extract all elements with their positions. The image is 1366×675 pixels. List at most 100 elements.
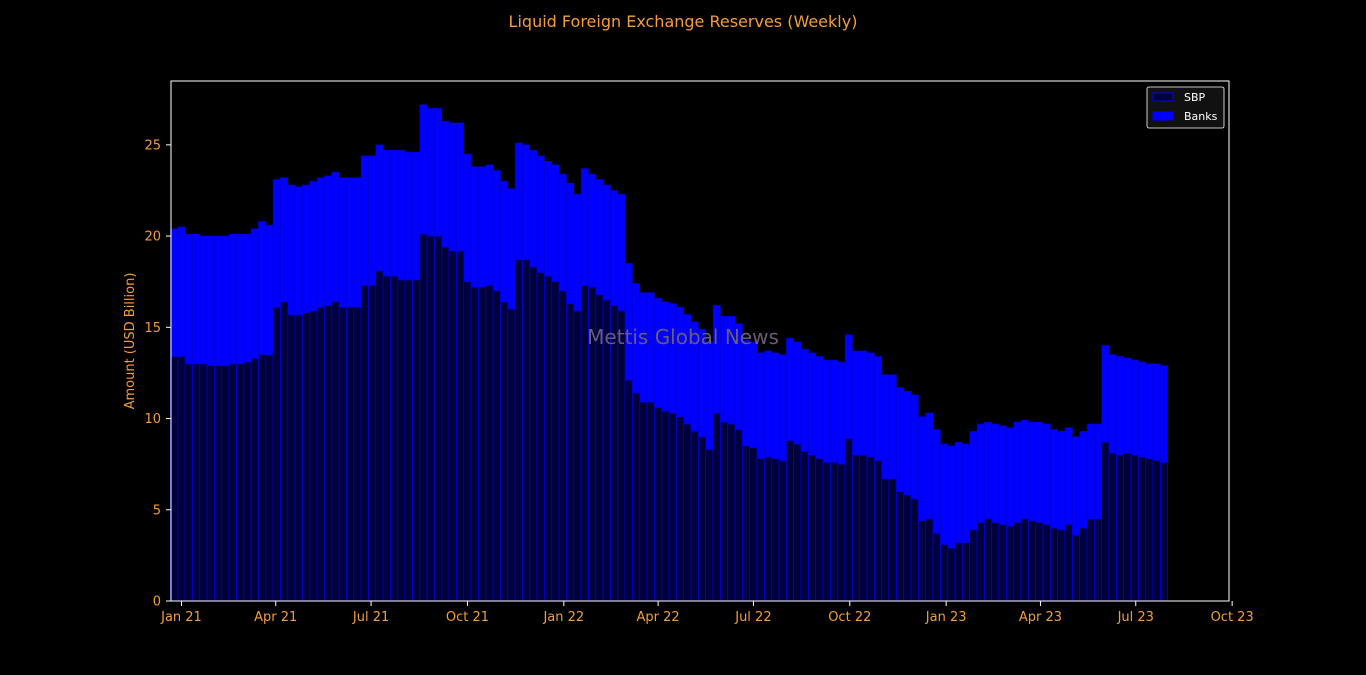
bar-banks — [404, 151, 413, 281]
bar-sbp — [866, 456, 875, 602]
bar-banks — [786, 337, 795, 441]
bar-sbp — [382, 275, 391, 602]
x-tick-label: Jan 21 — [160, 610, 202, 625]
bar-banks — [932, 429, 941, 534]
bar-banks — [368, 155, 377, 286]
bar-sbp — [485, 285, 494, 602]
bar-banks — [1057, 431, 1066, 531]
bar-banks — [448, 122, 457, 251]
bar-banks — [1108, 354, 1117, 454]
bar-banks — [1013, 421, 1022, 523]
bar-sbp — [1108, 452, 1117, 602]
bar-banks — [382, 150, 391, 277]
bar-sbp — [346, 306, 355, 602]
bar-sbp — [617, 310, 626, 602]
bar-sbp — [1152, 460, 1161, 602]
bar-sbp — [632, 392, 641, 602]
bar-sbp — [734, 429, 743, 602]
bar-sbp — [514, 259, 523, 602]
bar-banks — [1086, 423, 1095, 520]
x-tick-label: Apr 21 — [254, 610, 297, 625]
bar-sbp — [976, 522, 985, 602]
y-axis: 0 5 10 15 20 25 — [144, 138, 171, 610]
x-tick-label: Jan 23 — [925, 610, 967, 625]
bar-banks — [837, 361, 846, 465]
plot-area-frame — [170, 80, 1230, 602]
bar-sbp — [331, 301, 340, 602]
bar-banks — [360, 155, 369, 286]
bar-banks — [991, 423, 1000, 523]
bar-banks — [184, 233, 193, 365]
bar-banks — [918, 416, 927, 522]
bar-banks — [434, 108, 443, 237]
y-tick-label: 15 — [144, 321, 161, 336]
bar-banks — [962, 443, 971, 543]
bar-sbp — [903, 494, 912, 602]
bar-sbp — [991, 522, 1000, 602]
bar-sbp — [507, 308, 516, 602]
bar-banks — [507, 188, 516, 310]
bar-sbp — [492, 290, 501, 602]
x-tick-label: Oct 22 — [828, 610, 871, 625]
bar-sbp — [712, 412, 721, 602]
bar-sbp — [830, 462, 839, 602]
bar-sbp — [646, 401, 655, 602]
bar-sbp — [272, 306, 281, 602]
bar-sbp — [360, 285, 369, 602]
bar-banks — [668, 303, 677, 414]
bar-banks — [595, 179, 604, 295]
bar-banks — [1138, 361, 1147, 458]
bar-banks — [610, 190, 619, 306]
bar-sbp — [800, 451, 809, 602]
bar-banks — [236, 233, 245, 365]
bar-banks — [221, 235, 230, 366]
bar-banks — [353, 177, 362, 308]
bar-banks — [551, 164, 560, 282]
bar-sbp — [962, 542, 971, 602]
bar-sbp — [844, 438, 853, 602]
bar-sbp — [353, 306, 362, 602]
y-tick-label: 20 — [144, 230, 161, 245]
bar-sbp — [412, 279, 421, 602]
bar-banks — [309, 181, 318, 312]
legend-swatch-sbp — [1152, 92, 1174, 102]
bar-banks — [1094, 423, 1103, 520]
bar-sbp — [441, 246, 450, 602]
bar-sbp — [668, 412, 677, 602]
bar-sbp — [837, 463, 846, 602]
bar-banks — [529, 150, 538, 268]
bar-sbp — [192, 363, 201, 602]
bar-banks — [1079, 431, 1088, 529]
bar-sbp — [1130, 454, 1139, 602]
bar-sbp — [639, 401, 648, 602]
bar-sbp — [786, 440, 795, 602]
bar-sbp — [1042, 524, 1051, 602]
bar-banks — [661, 301, 670, 412]
bar-banks — [1101, 345, 1110, 443]
bar-sbp — [206, 365, 215, 602]
bar-sbp — [683, 423, 692, 602]
x-axis: Jan 21 Apr 21 Jul 21 Oct 21 Jan 22 Apr 22 Jul … — [160, 601, 1254, 625]
bar-sbp — [1138, 456, 1147, 602]
bar-sbp — [881, 478, 890, 602]
bar-banks — [258, 221, 267, 355]
y-tick-label: 5 — [153, 503, 161, 518]
bar-banks — [764, 350, 773, 458]
bar-sbp — [1094, 518, 1103, 602]
bar-banks — [470, 166, 479, 288]
bar-banks — [1006, 427, 1015, 527]
bar-banks — [294, 186, 303, 315]
bar-sbp — [749, 447, 758, 602]
bar-banks — [456, 122, 465, 251]
bar-sbp — [287, 314, 296, 602]
bar-banks — [676, 306, 685, 418]
bar-banks — [265, 224, 274, 355]
bar-sbp — [243, 361, 252, 602]
bar-sbp — [742, 445, 751, 602]
bar-sbp — [1072, 535, 1081, 602]
bar-banks — [617, 193, 626, 312]
bar-sbp — [705, 449, 714, 602]
bar-sbp — [544, 275, 553, 602]
bar-banks — [566, 182, 575, 304]
